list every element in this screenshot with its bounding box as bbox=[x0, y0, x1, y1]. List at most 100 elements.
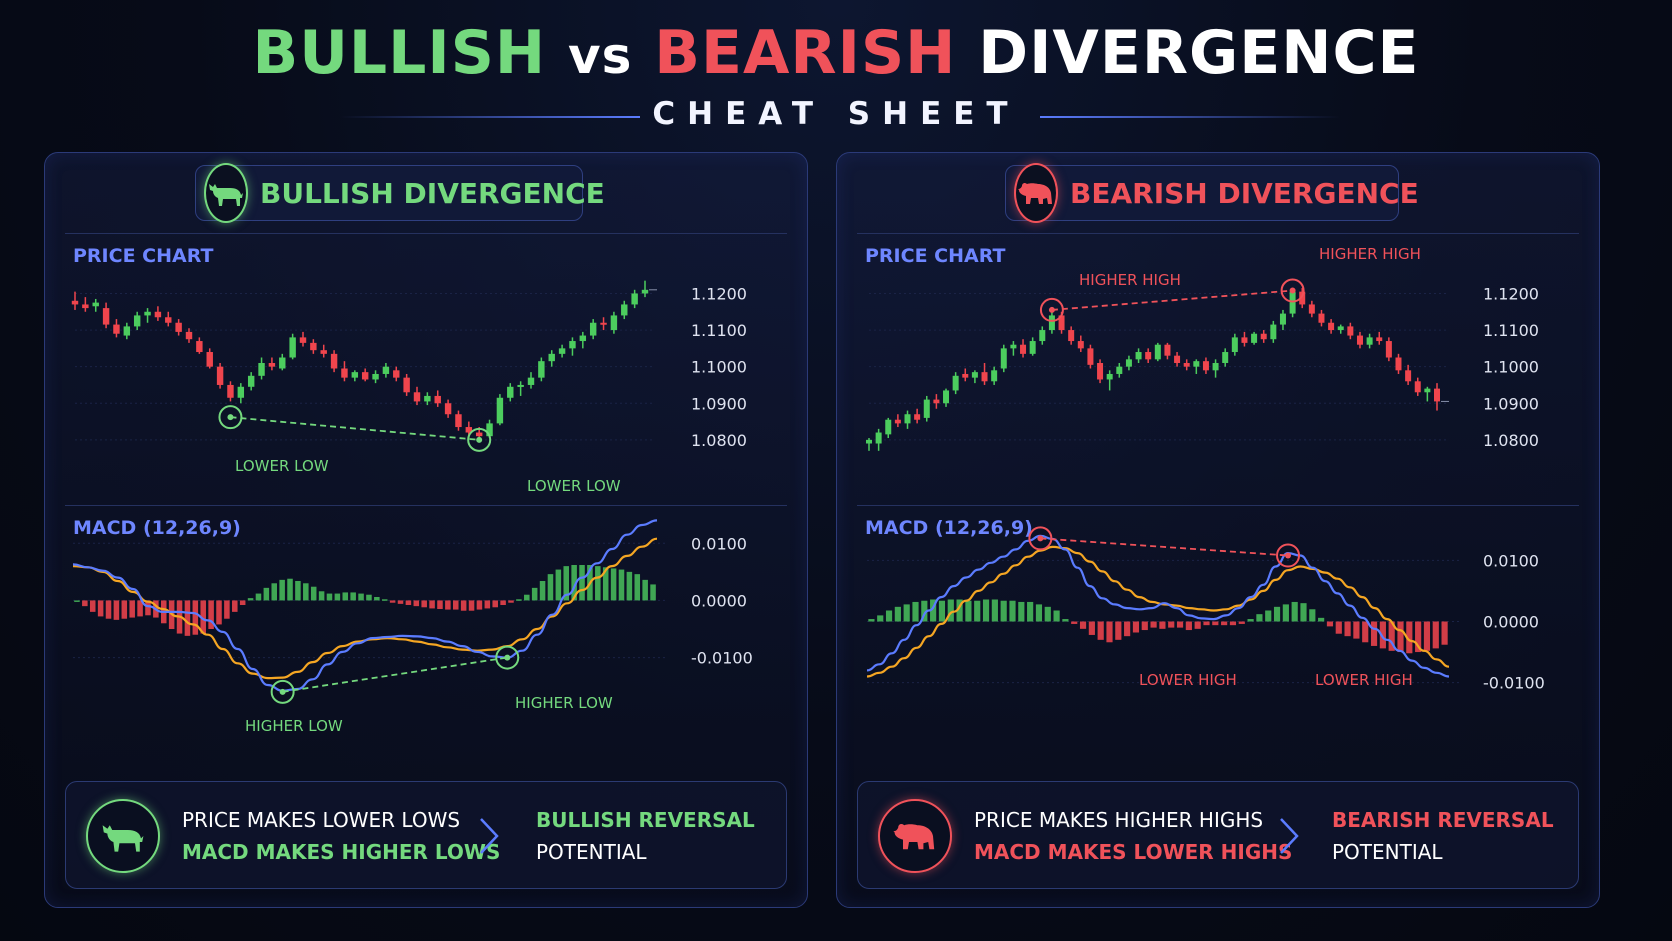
histogram-bar bbox=[460, 600, 467, 611]
histogram-bar bbox=[1027, 601, 1034, 622]
histogram-bar bbox=[318, 591, 325, 601]
y-tick-label: 0.0100 bbox=[691, 534, 747, 553]
candle-body bbox=[1270, 324, 1277, 340]
bear-result-line1: BEARISH REVERSAL bbox=[1332, 808, 1554, 832]
histogram-bar bbox=[184, 600, 191, 636]
histogram-bar bbox=[930, 599, 937, 622]
candle-body bbox=[413, 392, 421, 402]
histogram-bar bbox=[965, 600, 972, 622]
divergence-marker bbox=[495, 645, 520, 670]
candle-body bbox=[621, 304, 628, 316]
divergence-line bbox=[1051, 289, 1293, 311]
candle-body bbox=[1068, 330, 1075, 342]
histogram-bar bbox=[595, 566, 601, 601]
candle-body bbox=[507, 386, 514, 398]
bearish-badge-label: BEARISH DIVERGENCE bbox=[1070, 176, 1419, 210]
candle-body bbox=[299, 337, 307, 343]
y-tick-label: 1.1100 bbox=[1483, 321, 1539, 340]
subtitle-line-left bbox=[340, 116, 640, 118]
histogram-bar bbox=[97, 600, 104, 617]
title-vs: vs bbox=[568, 27, 633, 85]
bear-price-label: PRICE CHART bbox=[865, 245, 1006, 267]
subtitle-line-right bbox=[1040, 116, 1340, 118]
histogram-bar bbox=[1176, 621, 1184, 628]
bullish-badge-label: BULLISH DIVERGENCE bbox=[260, 176, 605, 210]
candle-body bbox=[1135, 352, 1142, 360]
histogram-bar bbox=[137, 600, 143, 617]
histogram-bar bbox=[492, 600, 498, 608]
histogram-bar bbox=[445, 600, 451, 610]
candle-body bbox=[962, 373, 969, 378]
candle-body bbox=[579, 335, 587, 342]
divergence-dot bbox=[1285, 552, 1292, 559]
candle-body bbox=[185, 331, 193, 340]
divergence-label: HIGHER LOW bbox=[515, 694, 613, 712]
candle-body bbox=[1318, 313, 1325, 323]
candle-body bbox=[1328, 322, 1335, 331]
histogram-bar bbox=[1362, 621, 1369, 643]
histogram-bar bbox=[921, 600, 928, 622]
histogram-bar bbox=[1132, 621, 1140, 633]
candle-body bbox=[1356, 335, 1363, 345]
histogram-bar bbox=[82, 600, 88, 607]
histogram-bar bbox=[982, 599, 990, 622]
histogram-bar bbox=[381, 599, 388, 601]
histogram-bar bbox=[224, 600, 230, 619]
histogram-bar bbox=[405, 600, 412, 605]
histogram-bar bbox=[642, 579, 648, 601]
bull-summary-line2: MACD MAKES HIGHER LOWS bbox=[182, 840, 501, 864]
histogram-bar bbox=[571, 565, 577, 601]
bull-price-chart: 1.1200 1.1100 1.1000 1.0900 1.0800 LOWER LOW L… bbox=[71, 280, 747, 495]
candle-body bbox=[1058, 315, 1065, 331]
divergence-dot bbox=[1048, 306, 1055, 313]
divergence-marker bbox=[1280, 278, 1305, 303]
bear-macd-chart: 0.0100 0.0000 -0.0100 LOWER HIGH LOWER HIGH bbox=[866, 526, 1545, 693]
histogram-bar bbox=[1212, 621, 1219, 626]
candle-body bbox=[1202, 361, 1209, 371]
candle-body bbox=[444, 403, 452, 415]
histogram-bar bbox=[991, 599, 998, 622]
candle-body bbox=[1125, 359, 1132, 367]
histogram-bar bbox=[1115, 621, 1122, 640]
histogram-bar bbox=[516, 599, 522, 601]
histogram-bar bbox=[531, 587, 538, 601]
y-tick-label: -0.0100 bbox=[691, 649, 753, 668]
histogram-bar bbox=[1159, 621, 1166, 629]
candle-body bbox=[1116, 366, 1123, 374]
histogram-bar bbox=[877, 615, 884, 622]
candle-body bbox=[1289, 291, 1296, 314]
separator bbox=[65, 233, 787, 234]
candle-body bbox=[475, 432, 483, 437]
histogram-bar bbox=[610, 568, 617, 601]
candle-body bbox=[1222, 352, 1229, 363]
candle-body bbox=[330, 353, 338, 369]
divergence-dot bbox=[1289, 287, 1296, 294]
histogram-bar bbox=[1247, 619, 1254, 622]
histogram-bar bbox=[868, 619, 875, 622]
candle-body bbox=[991, 370, 998, 382]
histogram-bar bbox=[342, 592, 349, 601]
candle-body bbox=[71, 300, 79, 305]
histogram-bar bbox=[885, 610, 893, 622]
histogram-bar bbox=[1150, 621, 1157, 628]
bearish-panel: BEARISH DIVERGENCE PRICE CHART 1.1200 1.1… bbox=[836, 152, 1600, 908]
candle-body bbox=[904, 414, 911, 424]
histogram-bar bbox=[1088, 621, 1095, 635]
y-tick-label: 1.0800 bbox=[691, 431, 747, 450]
candle-body bbox=[548, 353, 555, 362]
histogram-bar bbox=[279, 579, 285, 601]
divergence-label: LOWER HIGH bbox=[1139, 671, 1237, 689]
histogram-bar bbox=[618, 569, 625, 601]
histogram-bar bbox=[1229, 621, 1237, 626]
candle-body bbox=[455, 414, 462, 428]
candle-body bbox=[279, 357, 286, 369]
histogram-bar bbox=[476, 600, 483, 610]
histogram-bar bbox=[1256, 614, 1263, 622]
candle-body bbox=[1385, 341, 1392, 358]
histogram-bar bbox=[539, 581, 546, 601]
candle-body bbox=[133, 315, 141, 327]
candle-body bbox=[486, 423, 493, 437]
histogram-bar bbox=[1432, 621, 1439, 649]
y-tick-label: -0.0100 bbox=[1483, 674, 1545, 693]
candle-body bbox=[914, 414, 921, 420]
